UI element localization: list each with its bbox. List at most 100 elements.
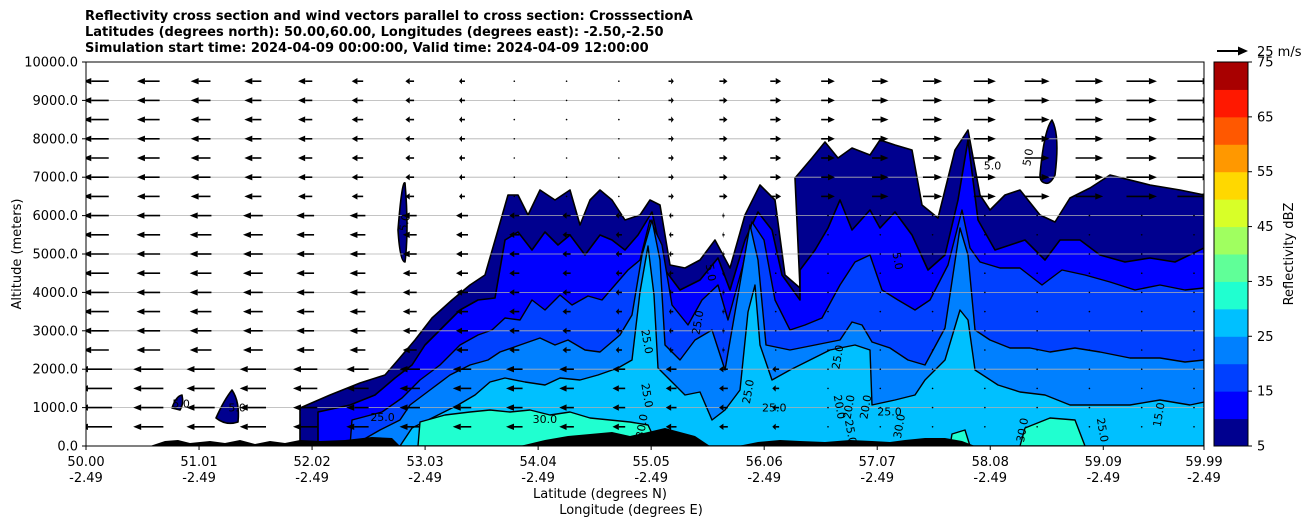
wind-vector-20 [1148,78,1157,85]
wind-vector-105 [987,154,996,162]
wind-vector-97 [565,157,568,159]
wind-vector-323 [879,349,882,351]
wind-vector-139 [459,193,462,200]
wind-vector-385 [665,404,672,411]
wind-vector-411 [879,426,882,428]
x-tick-label-lat-4: 54.04 [520,455,557,470]
wind-vector-149 [987,193,996,200]
wind-vector-57 [775,116,782,123]
wind-vector-234 [827,272,829,275]
wind-vector-352 [86,385,88,392]
wind-vector-331 [133,366,142,373]
x-tick-label-lat-3: 53.03 [406,455,443,470]
wind-vector-111 [136,174,145,181]
wind-vector-380 [399,404,408,411]
wind-vector-345 [879,368,882,371]
quiver-key-label: 25 m/s [1257,45,1302,60]
colorbar-segment-5 [1214,281,1248,310]
wind-vector-258 [931,291,934,294]
wind-vector-124 [828,174,835,181]
colorbar-segment-1 [1214,391,1248,420]
wind-vector-196 [1140,234,1143,236]
wind-vector-303 [984,330,986,332]
wind-vector-17 [987,78,996,85]
wind-vector-79 [775,135,782,142]
wind-vector-46 [190,116,199,123]
wind-vector-333 [239,366,248,373]
wind-vector-225 [349,270,358,277]
wind-vector-371 [1088,387,1091,390]
wind-vector-226 [402,270,410,277]
wind-vector-18 [1041,78,1050,85]
wind-vector-180 [296,231,305,238]
wind-vector-11 [671,78,674,85]
wind-vector-337 [452,366,461,373]
wind-vector-390 [931,406,934,409]
colorbar-label: Reflectivity dBZ [1282,203,1297,306]
wind-vector-0 [86,78,92,85]
y-tick-label-0: 0.0 [57,440,78,455]
wind-vector-199 [136,250,145,258]
wind-vector-272 [509,308,515,315]
wind-vector-75 [565,138,568,140]
wind-vector-86 [1148,135,1157,142]
wind-vector-78 [723,135,728,142]
wind-vector-195 [1088,234,1091,236]
wind-vector-417 [1193,426,1195,428]
wind-vector-295 [562,327,567,334]
wind-vector-45 [136,116,145,123]
wind-vector-112 [190,174,199,181]
wind-vector-291 [349,327,358,334]
reflectivity-contour-3 [215,389,240,425]
wind-vector-414 [1036,426,1038,428]
x-tick-label-lat-10: 59.99 [1185,455,1222,470]
wind-vector-208 [615,250,619,258]
wind-vector-306 [1140,330,1143,332]
chart-title-line-3: Simulation start time: 2024-04-09 00:00:… [85,41,649,56]
wind-vector-230 [615,270,619,277]
wind-vector-287 [136,327,145,334]
wind-vector-144 [723,193,728,200]
wind-vector-400 [292,423,301,430]
wind-vector-407 [665,423,672,430]
wind-vector-207 [562,250,567,258]
wind-vector-280 [931,310,934,313]
wind-vector-67 [136,135,145,142]
x-tick-label-lon-6: -2.49 [747,471,781,486]
wind-vector-50 [405,116,410,123]
wind-vector-251 [562,289,567,296]
wind-vector-68 [190,135,199,142]
wind-vector-339 [559,366,567,373]
wind-vector-241 [1193,272,1195,275]
colorbar-tick-label-6: 65 [1257,110,1274,125]
wind-vector-313 [349,346,358,354]
x-tick-label-lon-4: -2.49 [521,471,555,486]
wind-vector-96 [513,157,516,159]
wind-vector-285 [1193,310,1195,313]
wind-vector-197 [1193,234,1195,236]
wind-vector-177 [136,231,145,238]
wind-vector-140 [513,195,516,198]
wind-vector-28 [405,97,410,104]
terrain-shape [150,428,975,446]
wind-vector-103 [880,154,889,162]
wind-vector-181 [349,231,358,238]
colorbar-tick-label-3: 35 [1257,275,1274,290]
wind-vector-82 [934,135,943,142]
grid-lines [86,100,1204,409]
wind-vector-85 [1095,135,1104,142]
wind-vector-294 [509,327,515,334]
x-tick-label-lon-5: -2.49 [634,471,668,486]
wind-vector-210 [722,250,724,258]
wind-vector-388 [827,406,829,409]
wind-vector-102 [828,154,835,162]
wind-vector-393 [1088,406,1091,409]
colorbar-frame [1213,61,1249,447]
wind-vector-162 [509,212,515,219]
x-tick-label-lon-10: -2.49 [1187,471,1221,486]
wind-vector-347 [984,368,986,371]
wind-vector-363 [665,385,672,392]
wind-vector-255 [774,291,777,294]
